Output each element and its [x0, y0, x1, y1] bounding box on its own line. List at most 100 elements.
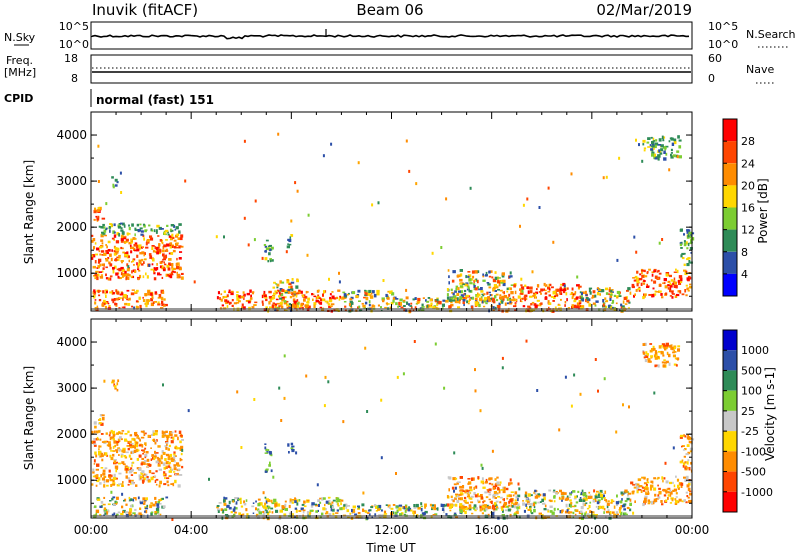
range-gate-cell: [153, 229, 156, 233]
range-gate-cell: [101, 244, 104, 248]
range-gate-cell: [216, 505, 220, 507]
colorbar-tick-label: -25: [741, 425, 759, 438]
range-gate-cell: [178, 430, 182, 434]
range-gate-cell: [409, 305, 413, 307]
range-gate-cell: [140, 233, 144, 236]
range-gate-cell: [389, 306, 392, 309]
range-gate-cell: [223, 499, 226, 503]
range-gate-cell: [264, 506, 268, 510]
range-gate-cell: [482, 273, 485, 276]
range-gate-cell: [508, 287, 511, 291]
range-gate-cell: [274, 305, 277, 309]
range-gate-cell: [105, 277, 109, 280]
range-gate-cell: [340, 499, 344, 502]
range-gate-cell: [169, 431, 172, 433]
range-gate-cell: [108, 261, 111, 265]
range-gate-cell: [562, 288, 567, 292]
range-gate-cell: [657, 355, 660, 359]
range-gate-cell: [589, 510, 592, 513]
range-gate-cell: [446, 503, 450, 507]
range-gate-cell: [262, 512, 266, 515]
range-gate-cell: [455, 496, 458, 499]
range-gate-cell: [317, 503, 320, 507]
range-gate-cell: [109, 475, 112, 480]
range-gate-cell: [280, 419, 283, 422]
range-gate-cell: [160, 461, 163, 465]
range-gate-cell: [359, 309, 363, 312]
range-gate-cell: [605, 175, 608, 179]
range-gate-cell: [459, 282, 463, 285]
range-gate-cell: [267, 449, 270, 452]
range-gate-cell: [642, 352, 646, 355]
range-gate-cell: [531, 309, 535, 312]
range-gate-cell: [142, 452, 145, 455]
range-gate-cell: [96, 438, 99, 441]
range-gate-cell: [653, 498, 658, 503]
range-gate-cell: [384, 306, 387, 309]
range-gate-cell: [249, 297, 253, 300]
range-gate-cell: [553, 507, 556, 511]
range-gate-cell: [670, 152, 673, 154]
range-gate-cell: [134, 291, 137, 293]
range-gate-cell: [171, 263, 174, 266]
range-gate-cell: [474, 486, 477, 489]
range-gate-cell: [131, 270, 133, 274]
range-gate-cell: [588, 289, 591, 293]
range-gate-cell: [94, 451, 97, 455]
range-gate-cell: [236, 291, 239, 293]
range-gate-cell: [413, 506, 417, 509]
range-gate-cell: [467, 271, 471, 273]
range-gate-cell: [265, 239, 269, 242]
range-gate-cell: [138, 263, 141, 267]
range-gate-cell: [497, 279, 500, 283]
range-gate-cell: [166, 243, 170, 247]
range-gate-cell: [610, 499, 614, 503]
range-gate-cell: [143, 254, 146, 257]
range-gate-cell: [639, 273, 642, 276]
range-gate-cell: [662, 364, 666, 368]
range-gate-cell: [170, 230, 173, 233]
range-gate-cell: [566, 298, 568, 302]
range-gate-cell: [170, 252, 174, 255]
range-gate-cell: [169, 242, 173, 245]
range-gate-cell: [148, 253, 152, 256]
range-gate-cell: [265, 448, 268, 452]
range-gate-cell: [224, 514, 229, 516]
range-gate-cell: [306, 499, 310, 502]
range-gate-cell: [688, 436, 691, 439]
range-gate-cell: [228, 301, 232, 305]
x-tick-label: 00:00: [675, 523, 710, 537]
range-gate-cell: [658, 290, 662, 293]
range-gate-cell: [620, 505, 624, 508]
range-gate-cell: [528, 498, 531, 502]
range-gate-cell: [520, 286, 525, 290]
range-gate-cell: [549, 283, 552, 286]
range-gate-cell: [307, 297, 310, 301]
range-gate-cell: [421, 512, 425, 516]
range-gate-cell: [585, 502, 588, 505]
range-gate-cell: [338, 271, 340, 275]
range-gate-cell: [479, 297, 483, 302]
range-gate-cell: [657, 144, 661, 146]
range-gate-cell: [643, 482, 648, 485]
range-gate-cell: [594, 495, 598, 499]
range-gate-cell: [147, 479, 150, 483]
range-gate-cell: [171, 233, 174, 237]
range-gate-cell: [642, 489, 646, 492]
range-gate-cell: [499, 481, 502, 484]
range-gate-cell: [165, 461, 169, 465]
range-gate-cell: [455, 285, 459, 288]
range-gate-cell: [677, 348, 680, 352]
range-gate-cell: [464, 289, 467, 293]
range-gate-cell: [616, 503, 618, 507]
range-gate-cell: [147, 302, 149, 305]
range-gate-cell: [391, 511, 393, 515]
colorbar-swatch: [723, 119, 737, 142]
range-gate-cell: [596, 288, 600, 291]
range-gate-cell: [161, 450, 164, 454]
range-gate-cell: [680, 482, 684, 486]
range-gate-cell: [385, 504, 388, 506]
range-gate-cell: [481, 477, 484, 481]
range-gate-cell: [327, 380, 330, 384]
range-gate-cell: [650, 480, 653, 483]
